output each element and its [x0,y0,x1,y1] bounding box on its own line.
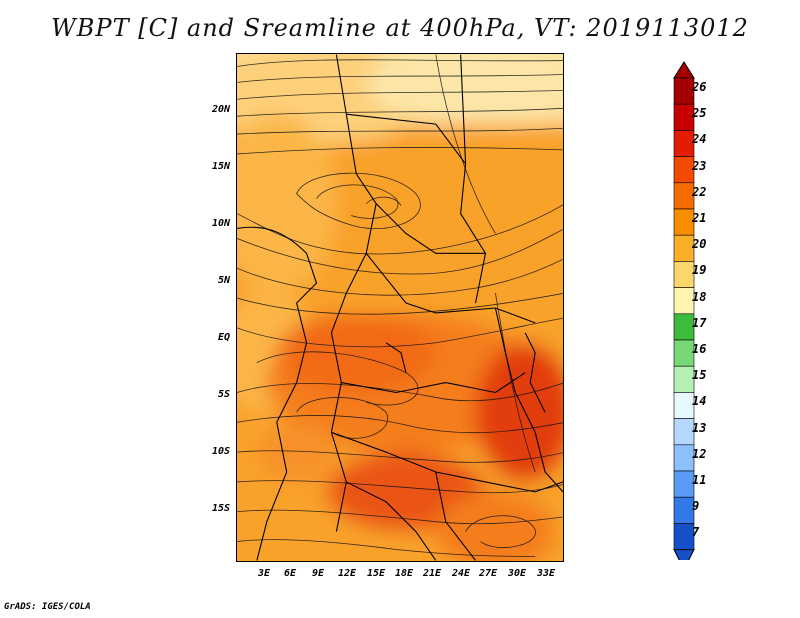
lat-label: 10S [211,446,230,457]
country-borders [237,54,563,561]
lat-label: 15S [211,503,230,514]
colorbar-label: 11 [692,473,707,487]
colorbar-segment [673,130,695,157]
wbpt-shading [237,54,563,561]
colorbar-arrow-top [673,61,695,79]
lon-label: 6E [283,568,297,579]
colorbar-segment [673,392,695,419]
lat-label: EQ [217,332,230,343]
colorbar-label: 17 [692,315,707,330]
colorbar-label: 15 [692,368,707,383]
colorbar-label: 7 [692,525,700,540]
colorbar-segment [673,208,695,236]
colorbar-arrow-bottom [673,549,695,560]
colorbar-segment [673,470,695,498]
colorbar-label: 21 [692,211,707,225]
credit-footer: GrADS: IGES/COLA [4,602,91,612]
colorbar-label: 19 [692,263,707,278]
lat-label: 20N [211,104,230,115]
colorbar-segment [673,103,695,131]
colorbar-segment [673,182,695,210]
lon-label: 27E [478,568,498,579]
colorbar-label: 25 [692,106,707,121]
colorbar-label: 22 [692,184,707,199]
lon-label: 30E [507,568,527,579]
colorbar-segment [673,234,695,262]
colorbar-segment [673,156,695,184]
lon-label: 18E [394,568,414,579]
colorbar-label: 20 [692,237,707,252]
colorbar-segment [673,365,695,393]
colorbar-segment [673,418,695,446]
colorbar-segment [673,261,695,288]
colorbar-segment [673,77,695,105]
colorbar-segment [673,496,695,524]
colorbar-segment [673,313,695,341]
colorbar-label: 26 [692,80,707,94]
lat-label: 5N [217,275,230,286]
lon-label: 9E [311,568,325,579]
map-panel [236,53,564,562]
lat-label: 10N [211,218,230,229]
streamlines [237,54,563,557]
colorbar-label: 23 [692,158,707,173]
colorbar-label: 14 [692,394,707,409]
colorbar [673,61,695,560]
colorbar-segment [673,444,695,472]
lon-label: 12E [337,568,357,579]
colorbar-label: 18 [692,289,707,304]
colorbar-label: 24 [692,132,707,147]
lon-label: 3E [257,568,271,579]
lat-label: 5S [217,389,230,400]
colorbar-label: 12 [692,446,707,461]
colorbar-segment [673,523,695,550]
colorbar-label: 9 [692,499,700,514]
lat-label: 15N [211,161,230,172]
lon-label: 33E [536,568,556,579]
colorbar-segment [673,339,695,367]
colorbar-label: 13 [692,420,707,435]
lon-label: 21E [422,568,442,579]
chart-title: WBPT [C] and Sreamline at 400hPa, VT: 20… [51,14,749,42]
lon-label: 24E [451,568,471,579]
colorbar-label: 16 [692,342,707,356]
colorbar-segment [673,287,695,315]
lon-label: 15E [366,568,386,579]
